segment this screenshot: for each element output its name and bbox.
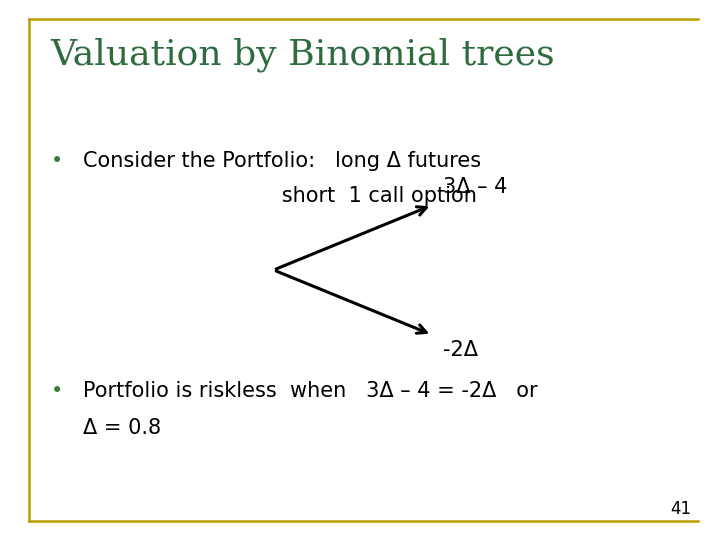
Text: •: •: [50, 151, 63, 171]
Text: short  1 call option: short 1 call option: [83, 186, 477, 206]
Text: -2Δ: -2Δ: [443, 340, 478, 360]
Text: •: •: [50, 381, 63, 401]
Text: 41: 41: [670, 501, 691, 518]
Text: Consider the Portfolio:   long Δ futures: Consider the Portfolio: long Δ futures: [83, 151, 481, 171]
Text: Valuation by Binomial trees: Valuation by Binomial trees: [50, 38, 555, 72]
Text: 3Δ – 4: 3Δ – 4: [443, 177, 507, 197]
Text: Portfolio is riskless  when   3Δ – 4 = -2Δ   or: Portfolio is riskless when 3Δ – 4 = -2Δ …: [83, 381, 537, 401]
Text: Δ = 0.8: Δ = 0.8: [83, 418, 161, 438]
